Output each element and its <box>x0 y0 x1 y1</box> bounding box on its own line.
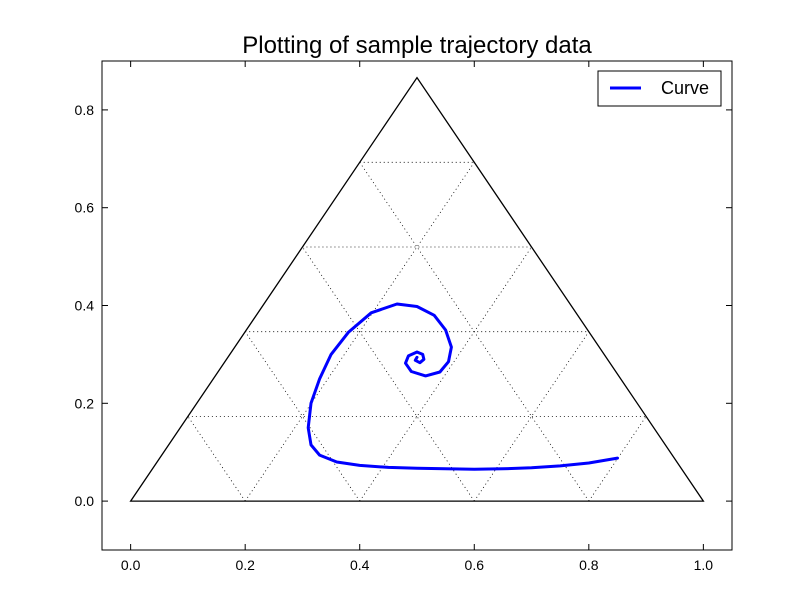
series-line-curve <box>306 302 619 471</box>
grid-line <box>187 416 246 502</box>
x-tick-label: 0.4 <box>350 557 370 573</box>
grid-line <box>244 331 361 502</box>
y-tick-label: 0.8 <box>75 102 95 118</box>
y-tick-label: 0.0 <box>75 493 95 509</box>
axis-ticks: 0.0 0.2 0.4 0.6 0.8 1.0 0.0 0.2 0.4 0.6 0.8 <box>75 61 732 573</box>
ternary-triangle <box>129 76 705 502</box>
y-tick-label: 0.2 <box>75 395 95 411</box>
x-tick-label: 0.8 <box>579 557 599 573</box>
x-tick-label: 0.6 <box>465 557 485 573</box>
x-tick-label: 1.0 <box>694 557 714 573</box>
chart-title: Plotting of sample trajectory data <box>242 32 592 59</box>
grid-line <box>302 246 475 502</box>
legend: Curve <box>597 70 722 107</box>
grid-line <box>359 162 590 502</box>
x-tick-label: 0.2 <box>235 557 255 573</box>
grid-line <box>473 331 590 502</box>
plot-frame <box>101 60 733 551</box>
grid-line <box>359 246 532 502</box>
x-tick-label: 0.0 <box>121 557 141 573</box>
y-tick-label: 0.6 <box>75 200 95 216</box>
y-tick-label: 0.4 <box>75 298 95 314</box>
ternary-grid <box>187 161 647 502</box>
legend-label-curve: Curve <box>661 78 709 98</box>
